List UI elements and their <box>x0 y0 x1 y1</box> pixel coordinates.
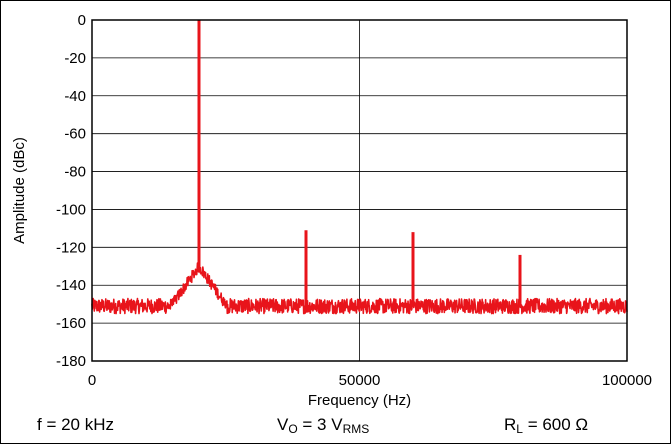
condition-output-voltage: VO = 3 VRMS <box>277 415 369 436</box>
y-tick-label: -180 <box>56 353 86 370</box>
y-tick-label: -60 <box>64 126 86 143</box>
vo-unit-subscript: RMS <box>342 422 370 436</box>
y-axis-label: Amplitude (dBc) <box>11 137 28 244</box>
x-tick-label: 50000 <box>339 372 381 389</box>
rl-subscript: L <box>516 422 523 436</box>
x-tick-labels: 0 50000 100000 <box>88 372 652 389</box>
y-tick-labels: 0 -20 -40 -60 -80 -100 -120 -140 -160 -180 <box>56 12 86 370</box>
x-axis-label: Frequency (Hz) <box>308 392 411 409</box>
condition-frequency-text: f = 20 kHz <box>37 415 115 434</box>
y-tick-label: -40 <box>64 88 86 105</box>
y-tick-label: -160 <box>56 315 86 332</box>
y-tick-label: -120 <box>56 239 86 256</box>
spectrum-trace <box>91 20 628 315</box>
x-tick-label: 0 <box>88 372 96 389</box>
condition-frequency: f = 20 kHz <box>37 415 114 435</box>
condition-load: RL = 600 Ω <box>504 415 588 436</box>
rl-value: = 600 Ω <box>522 415 589 434</box>
rl-symbol: R <box>504 415 517 434</box>
vo-symbol: V <box>277 415 289 434</box>
vo-value: = 3 V <box>297 415 343 434</box>
plot-area-border <box>91 19 628 362</box>
y-tick-label: -140 <box>56 277 86 294</box>
y-tick-label: -20 <box>64 50 86 67</box>
y-tick-label: 0 <box>78 12 86 29</box>
x-tick-label: 100000 <box>602 372 652 389</box>
vo-subscript: O <box>288 422 298 436</box>
y-tick-label: -80 <box>64 164 86 181</box>
noise-floor-trace <box>91 261 628 315</box>
y-tick-label: -100 <box>56 201 86 218</box>
